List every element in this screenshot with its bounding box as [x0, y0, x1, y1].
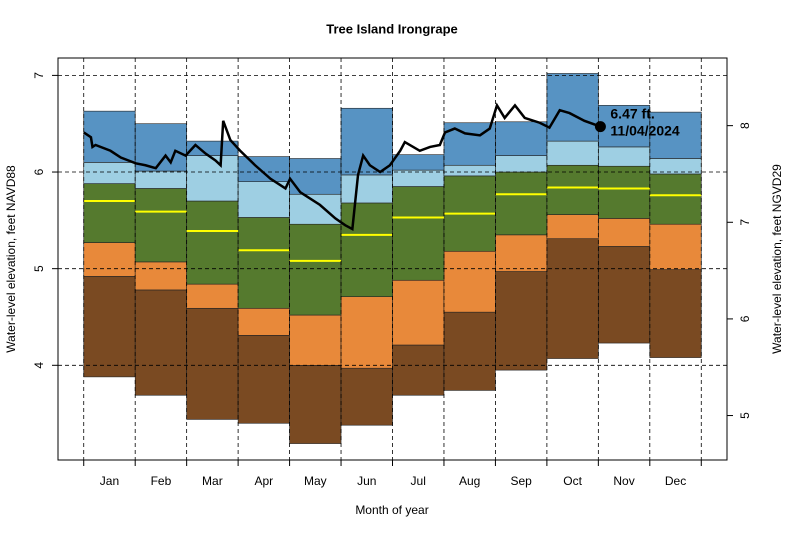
x-tick-label: Aug	[459, 474, 480, 488]
band	[443, 164, 496, 177]
plot-frame	[57, 57, 728, 461]
y-axis-title: Water-level elevation, feet NAVD88	[4, 165, 18, 353]
band	[340, 107, 393, 176]
band	[237, 307, 290, 336]
band	[83, 242, 136, 277]
annotation: 6.47 ft.	[610, 105, 654, 121]
band	[392, 279, 445, 346]
band	[340, 367, 393, 426]
band	[186, 283, 239, 309]
last-point	[594, 121, 606, 133]
x-tick-label: Dec	[665, 474, 686, 488]
band	[392, 186, 445, 281]
x-tick-label: Nov	[613, 474, 634, 488]
band	[340, 174, 393, 204]
x-tick-label: Sep	[510, 474, 532, 488]
band	[495, 171, 548, 236]
y2-tick-label: 6	[738, 315, 752, 322]
band	[134, 188, 187, 263]
band	[83, 183, 136, 243]
y-tick-label: 4	[32, 362, 46, 369]
band	[83, 162, 136, 184]
band	[83, 110, 136, 163]
band	[237, 156, 290, 182]
band	[443, 250, 496, 313]
band	[598, 146, 651, 167]
band	[186, 307, 239, 420]
band	[289, 364, 342, 444]
annotation: 11/04/2024	[610, 122, 680, 138]
y2-tick-label: 5	[738, 412, 752, 419]
band	[83, 276, 136, 378]
band	[598, 165, 651, 219]
band	[598, 246, 651, 344]
band	[495, 234, 548, 272]
band	[289, 314, 342, 366]
band	[495, 271, 548, 371]
band	[546, 164, 599, 215]
band	[186, 200, 239, 285]
x-tick-label: Jul	[411, 474, 426, 488]
x-tick-label: Oct	[563, 474, 582, 488]
band	[237, 335, 290, 424]
band	[598, 218, 651, 247]
band	[649, 269, 702, 358]
band	[546, 73, 599, 142]
band	[392, 154, 445, 171]
band	[237, 217, 290, 309]
band	[186, 140, 239, 156]
band	[392, 169, 445, 187]
band	[134, 289, 187, 396]
x-axis-title: Month of year	[355, 503, 428, 517]
y-tick-label: 6	[32, 168, 46, 175]
x-tick-label: Apr	[255, 474, 274, 488]
x-tick-label: May	[304, 474, 327, 488]
y-tick-label: 5	[32, 265, 46, 272]
band	[186, 155, 239, 202]
band	[649, 223, 702, 270]
chart-title: Tree Island Irongrape	[326, 21, 458, 36]
band	[443, 311, 496, 391]
band	[134, 261, 187, 291]
band	[598, 105, 651, 148]
band	[546, 140, 599, 166]
x-tick-label: Jun	[357, 474, 376, 488]
x-tick-label: Jan	[100, 474, 119, 488]
y-tick-label: 7	[32, 72, 46, 79]
band	[546, 238, 599, 359]
band	[237, 181, 290, 218]
y2-tick-label: 7	[738, 219, 752, 226]
band	[392, 344, 445, 396]
y2-tick-label: 8	[738, 122, 752, 129]
band	[495, 155, 548, 173]
band	[134, 170, 187, 189]
band	[649, 173, 702, 225]
band	[289, 193, 342, 225]
band	[340, 296, 393, 369]
band	[495, 121, 548, 156]
y2-axis-title: Water-level elevation, feet NGVD29	[770, 164, 784, 354]
x-tick-label: Mar	[202, 474, 223, 488]
band	[546, 214, 599, 240]
x-tick-label: Feb	[151, 474, 172, 488]
band	[340, 202, 393, 297]
band	[289, 223, 342, 316]
water-level-line	[83, 102, 601, 232]
